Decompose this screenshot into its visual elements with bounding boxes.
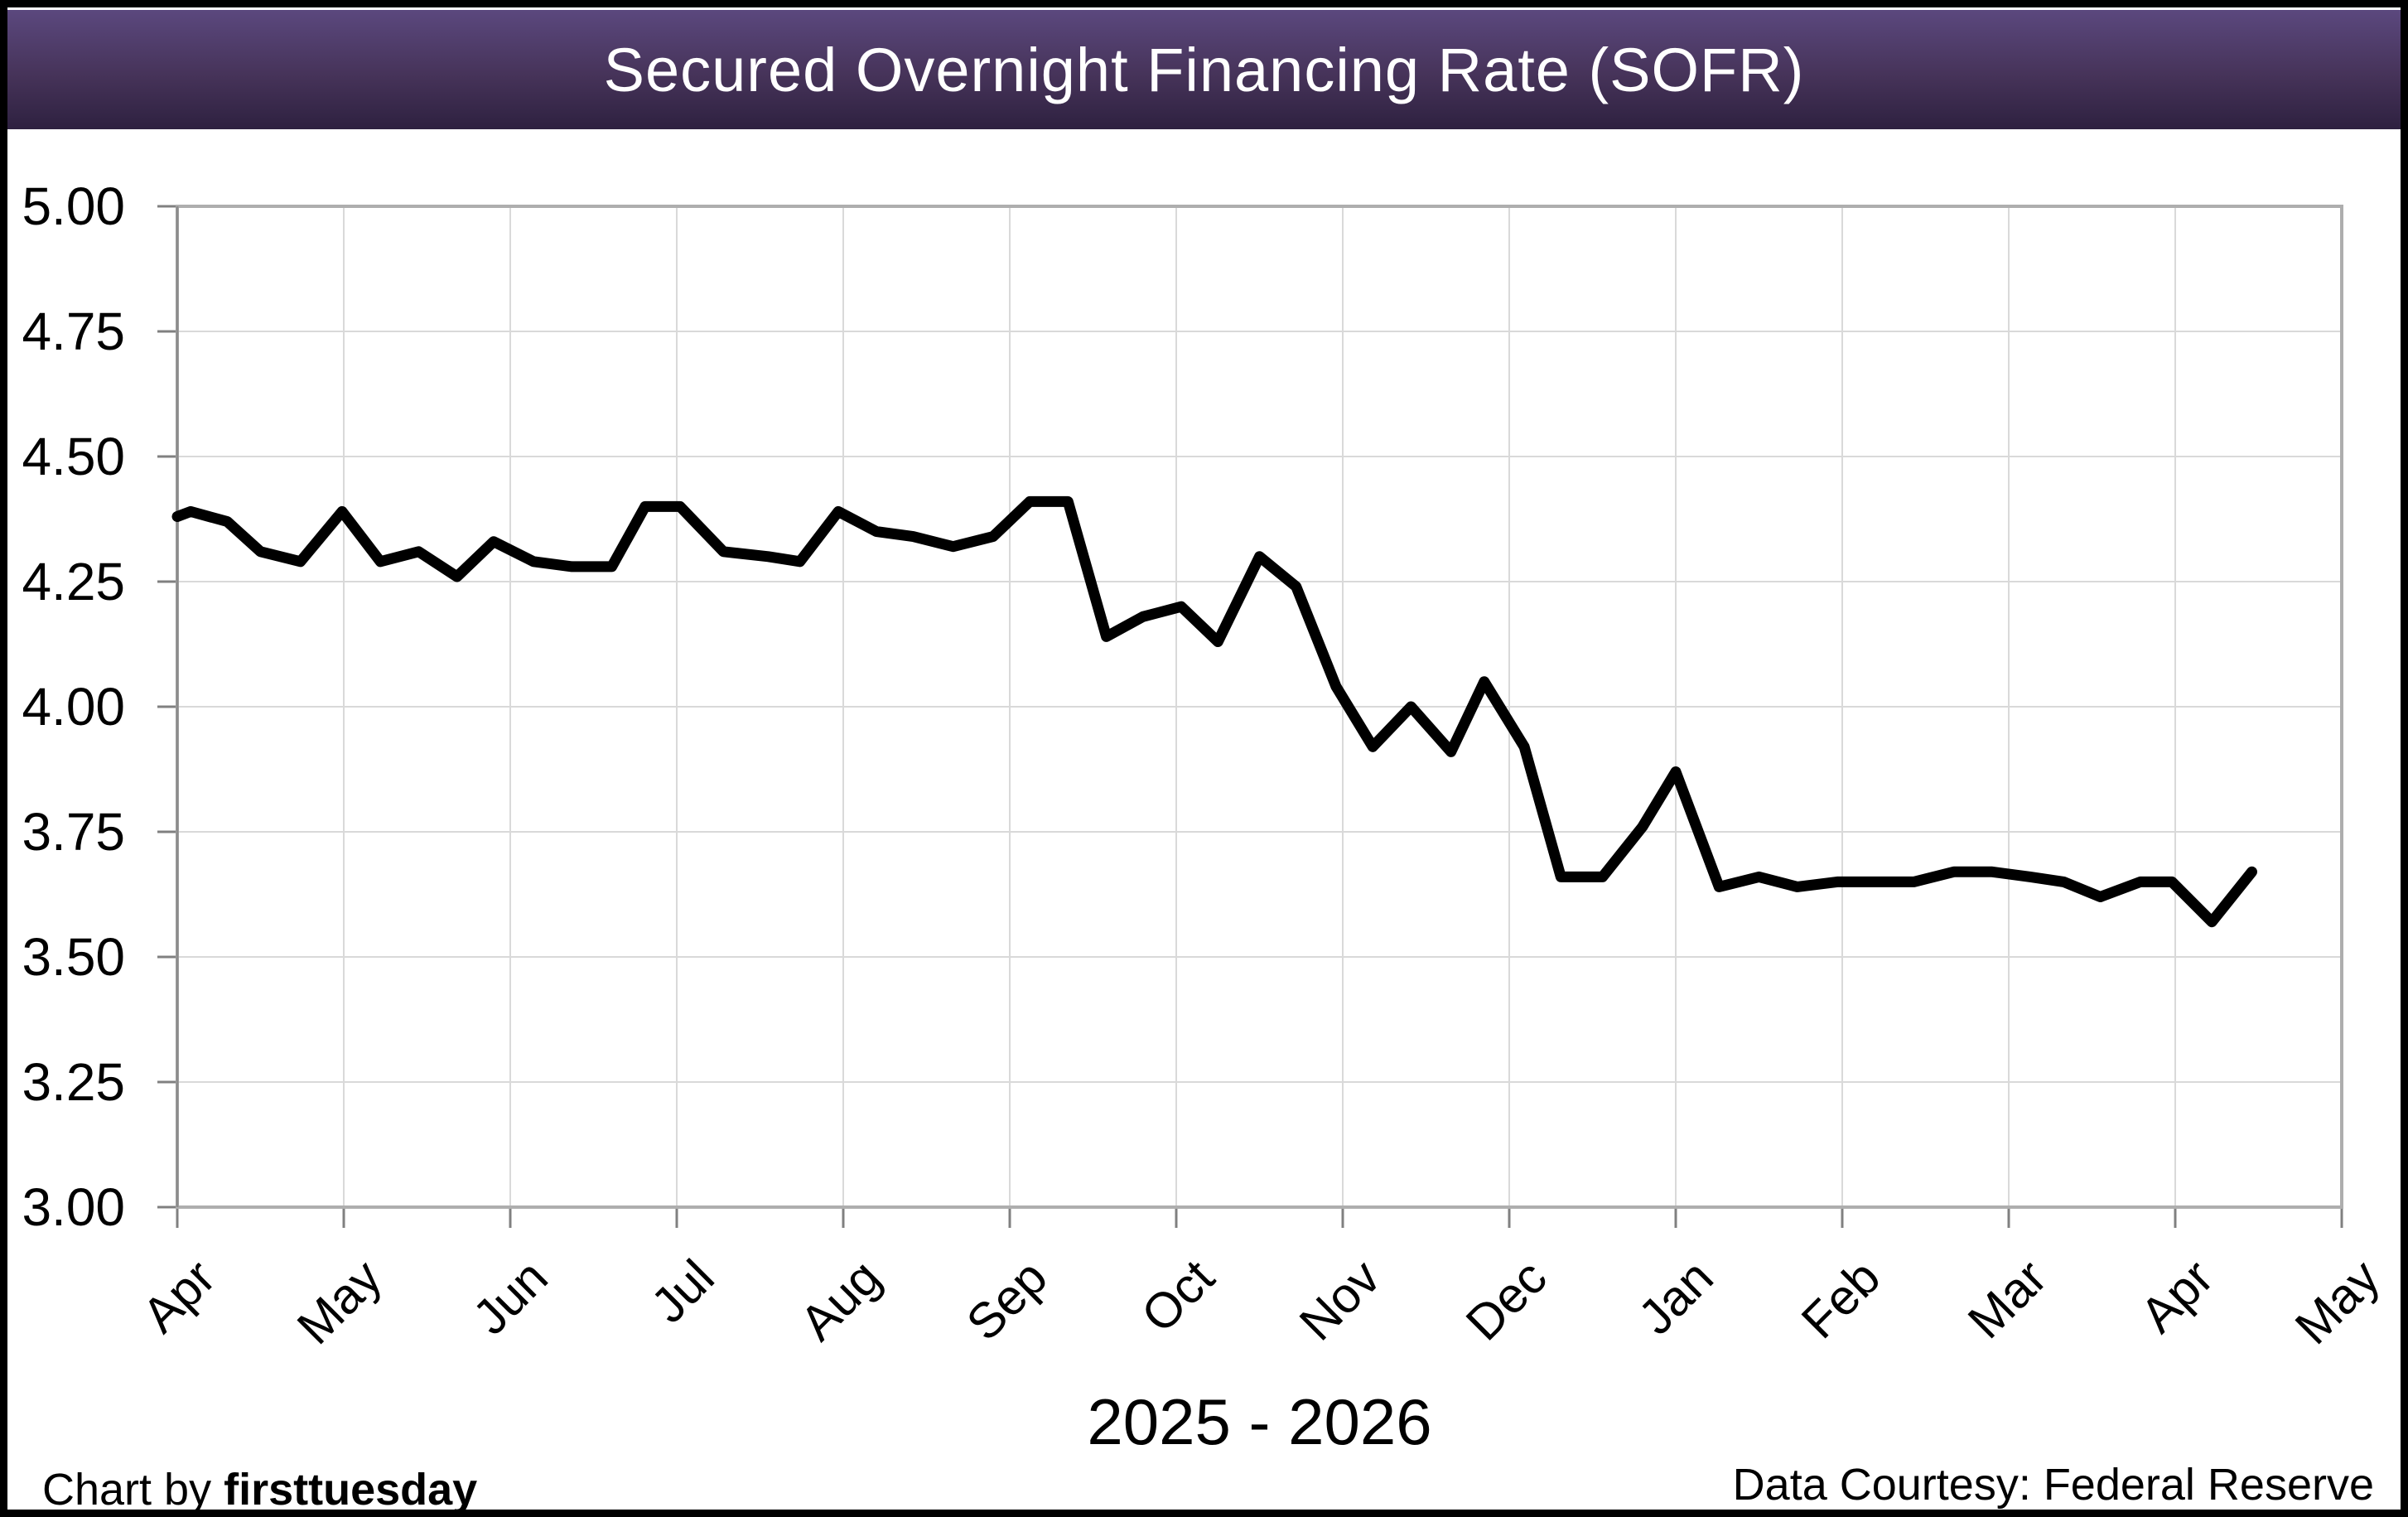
data-courtesy: Data Courtesy: Federal Reserve (1732, 1460, 2374, 1510)
credit-brand: firsttuesday (224, 1465, 478, 1515)
sofr-series-line (171, 495, 2257, 928)
sofr-line-chart (157, 205, 2343, 1228)
y-tick-label: 3.50 (22, 927, 125, 987)
y-tick-label: 4.25 (22, 552, 125, 611)
y-tick-label: 4.50 (22, 427, 125, 486)
y-tick-label: 5.00 (22, 176, 125, 236)
y-tick-label: 3.25 (22, 1052, 125, 1112)
y-tick-label: 3.75 (22, 802, 125, 862)
credit-prefix: Chart by (42, 1465, 224, 1515)
y-tick-label: 3.00 (22, 1177, 125, 1237)
y-tick-label: 4.75 (22, 302, 125, 361)
credit-left: Chart by firsttuesday (42, 1464, 478, 1515)
chart-title-bar: Secured Overnight Financing Rate (SOFR) (7, 10, 2401, 129)
chart-title: Secured Overnight Financing Rate (SOFR) (603, 35, 1805, 104)
x-axis-title: 2025 - 2026 (1087, 1385, 1432, 1458)
y-tick-label: 4.00 (22, 677, 125, 737)
